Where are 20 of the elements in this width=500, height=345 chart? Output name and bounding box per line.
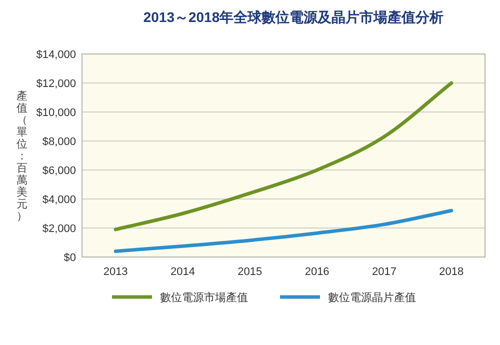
y-tick-label: $0: [64, 252, 76, 264]
legend-label: 數位電源晶片產值: [328, 291, 416, 304]
y-tick-label: $8,000: [42, 136, 76, 148]
line-series: [114, 81, 454, 232]
legend-label: 數位電源市場產值: [160, 291, 248, 304]
x-tick-label: 2016: [304, 266, 330, 278]
y-tick-label: $10,000: [36, 107, 76, 119]
x-tick-label: 2013: [103, 266, 128, 278]
line-series: [114, 208, 454, 253]
x-tick-label: 2018: [439, 266, 464, 278]
text: 產值（單位：百萬美元）: [16, 90, 28, 222]
y-tick-label: $14,000: [36, 49, 76, 61]
y-tick-label: $2,000: [42, 223, 76, 235]
x-tick-label: 2017: [372, 266, 396, 278]
y-tick-label: $6,000: [42, 165, 76, 177]
y-tick-label: $4,000: [42, 194, 76, 206]
x-tick-label: 2015: [238, 266, 262, 278]
x-tick-label: 2014: [170, 266, 195, 278]
y-tick-label: $12,000: [36, 78, 76, 90]
chart-title: 2013～2018年全球數位電源及晶片市場產值分析: [143, 9, 444, 25]
